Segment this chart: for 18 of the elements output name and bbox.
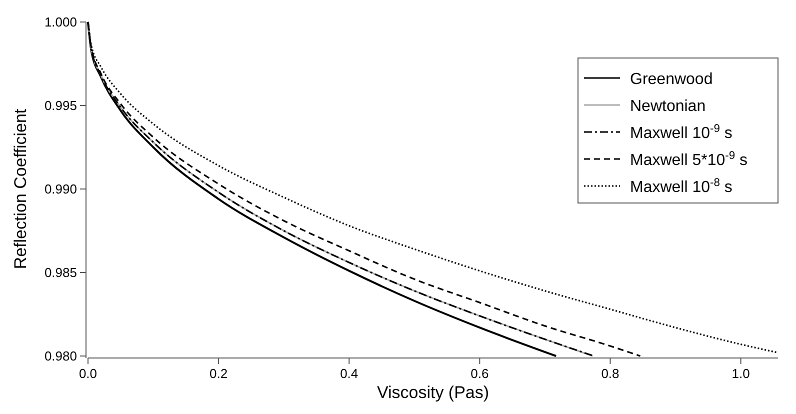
y-tick-label: 0.995 [44,98,77,113]
y-tick-label: 0.985 [44,265,77,280]
y-tick-label: 0.990 [44,182,77,196]
x-tick-label: 0.2 [210,366,228,381]
x-axis-title: Viscosity (Pas) [376,383,490,402]
y-tick-label: 0.980 [44,348,77,364]
x-tick-label: 1.0 [732,366,750,381]
x-tick-label: 0.8 [601,366,620,381]
legend-label: Greenwood [630,71,713,88]
x-tick-label: 0.6 [470,366,489,381]
x-tick-label: 0.0 [78,366,98,381]
legend-label: Newtonian [630,98,706,115]
legend-label: Maxwell 10$^{-9}$ s [630,123,732,142]
y-tick-label: 1.000 [44,14,77,30]
legend-label: Maxwell 5*10$^{-9}$ s [630,150,748,169]
x-tick-label: 0.4 [340,366,358,381]
y-axis-title: Reflection Coefficient [11,108,30,270]
legend-label: Maxwell 10$^{-8}$ s [630,177,732,196]
